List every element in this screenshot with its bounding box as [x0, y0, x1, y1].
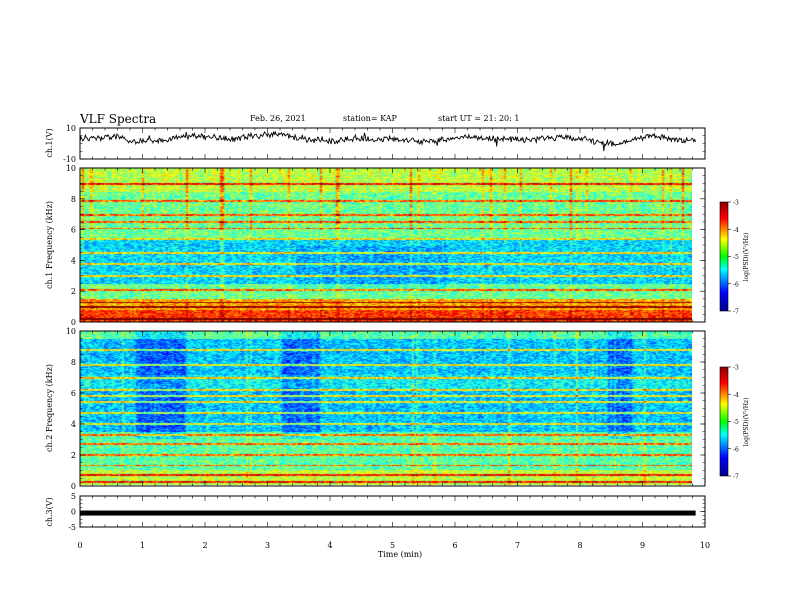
colorbar-tick-label: -3 — [733, 365, 739, 372]
y-tick-label: 0 — [71, 508, 76, 517]
x-tick-label: 10 — [700, 541, 710, 550]
y-tick-label: 0 — [71, 318, 76, 327]
colorbar-tick-label: -7 — [733, 309, 739, 316]
y-tick-label: 4 — [71, 256, 76, 265]
x-tick-label: 7 — [515, 541, 520, 550]
x-axis-label: Time (min) — [378, 550, 422, 559]
x-tick-label: 4 — [327, 541, 332, 550]
ch2-colorbar-gradient — [719, 366, 729, 477]
x-tick-label: 3 — [265, 541, 270, 550]
x-tick-label: 2 — [202, 541, 207, 550]
x-tick-label: 9 — [640, 541, 645, 550]
ch2-spectrogram-ylabel: ch.2 Frequency (kHz) — [45, 364, 54, 452]
colorbar-tick-label: -5 — [733, 419, 739, 426]
date-label: Feb. 26, 2021 — [250, 114, 306, 123]
colorbar-tick-label: -3 — [733, 200, 739, 207]
y-tick-label: 6 — [71, 389, 76, 398]
ch1-spectrogram-image — [80, 168, 692, 322]
x-tick-label: 8 — [577, 541, 582, 550]
start-time-label: start UT = 21: 20: 1 — [438, 114, 520, 123]
x-tick-label: 1 — [140, 541, 145, 550]
y-tick-label: 10 — [66, 164, 76, 173]
colorbar-tick-label: -5 — [733, 254, 739, 261]
ch2-spectrogram-image — [80, 331, 692, 485]
station-label: station= KAP — [343, 114, 397, 123]
ch1-spectrogram-ylabel: ch.1 Frequency (kHz) — [45, 201, 54, 289]
colorbar-tick-label: -7 — [733, 474, 739, 481]
plot-title: VLF Spectra — [80, 112, 157, 126]
y-tick-label: -5 — [68, 523, 76, 532]
ch1-waveform-panel: 10 -10 — [63, 124, 706, 164]
ch3-ylabel: ch.3(V) — [45, 497, 54, 526]
y-tick-label: 10 — [66, 124, 76, 133]
x-tick-label: 5 — [390, 541, 395, 550]
y-tick-label: 4 — [71, 420, 76, 429]
y-tick-label: 2 — [71, 287, 76, 296]
ch1-spectrogram-panel: 0 2 4 6 8 10 — [66, 164, 706, 327]
y-tick-label: 10 — [66, 327, 76, 336]
ch1-colorbar-gradient — [719, 201, 729, 312]
ch1-colorbar: -3 -4 -5 -6 -7 log(PSD)(V²/Hz) — [719, 200, 750, 316]
ch1-colorbar-label: log(PSD)(V²/Hz) — [743, 233, 750, 282]
x-tick-label: 6 — [452, 541, 457, 550]
x-tick-label: 0 — [77, 541, 82, 550]
ch3-waveform-panel: 50-50 1 2 3 4 5 6 7 8 9 10 — [68, 492, 710, 550]
y-tick-label: 6 — [71, 226, 76, 235]
y-tick-label: 0 — [71, 482, 76, 491]
ch2-spectrogram-panel: 0 2 4 6 8 10 — [66, 327, 706, 491]
ch3-waveform-line — [80, 510, 696, 516]
y-tick-label: 5 — [71, 492, 76, 501]
colorbar-tick-label: -4 — [733, 392, 739, 399]
y-tick-label: -10 — [63, 155, 76, 164]
ch2-colorbar-label: log(PSD)(V²/Hz) — [743, 398, 750, 447]
y-tick-label: 8 — [71, 195, 76, 204]
ch1-waveform-line — [79, 130, 697, 152]
colorbar-tick-label: -6 — [733, 281, 739, 288]
colorbar-tick-label: -6 — [733, 446, 739, 453]
y-tick-label: 8 — [71, 358, 76, 367]
y-tick-label: 2 — [71, 451, 76, 460]
colorbar-tick-label: -4 — [733, 227, 739, 234]
ch2-colorbar: -3 -4 -5 -6 -7 log(PSD)(V²/Hz) — [719, 365, 750, 481]
ch1-ylabel: ch.1(V) — [45, 128, 54, 157]
